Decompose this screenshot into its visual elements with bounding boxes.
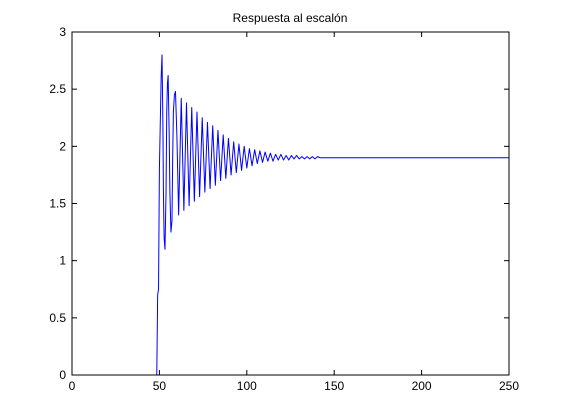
x-tick-label: 0	[69, 379, 76, 393]
plot-background	[72, 32, 509, 375]
x-tick-label: 250	[499, 379, 519, 393]
y-tick-label: 0.5	[49, 311, 66, 325]
y-tick-label: 2	[59, 139, 66, 153]
chart-title: Respuesta al escalón	[233, 11, 348, 25]
y-tick-label: 3	[59, 25, 66, 39]
plot-frame	[71, 31, 510, 376]
x-tick-label: 150	[324, 379, 344, 393]
y-tick-label: 2.5	[49, 82, 66, 96]
y-tick-label: 1.5	[49, 197, 66, 211]
x-tick-label: 200	[412, 379, 432, 393]
tick-labels-layer: 0 50 100 150 200 250 0 0.5 1 1.5 2 2.5 3	[49, 25, 519, 393]
x-tick-label: 100	[237, 379, 257, 393]
x-tick-label: 50	[153, 379, 167, 393]
series-line	[72, 54, 509, 376]
y-tick-label: 1	[59, 254, 66, 268]
series-layer	[72, 54, 509, 376]
y-tick-label: 0	[59, 368, 66, 382]
